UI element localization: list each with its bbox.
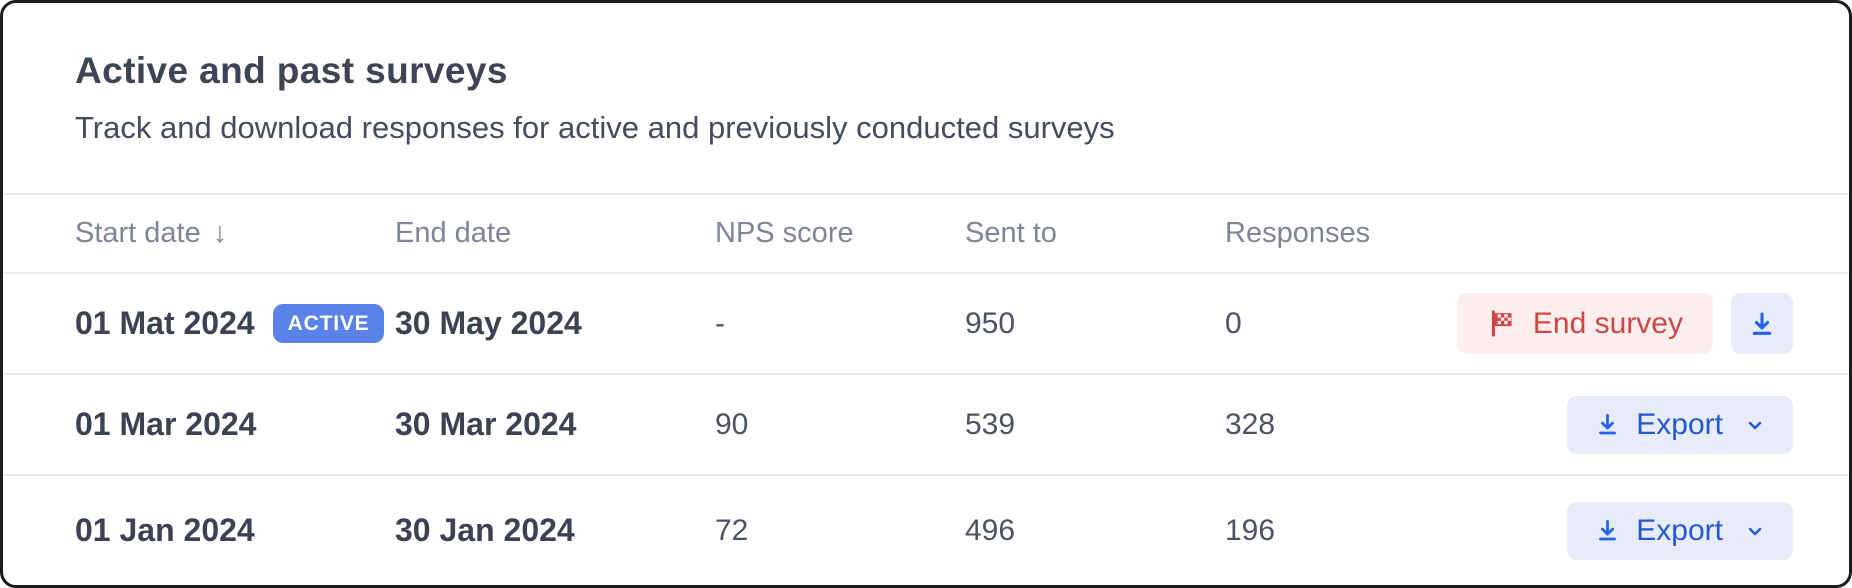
sent-to-cell: 539 <box>965 407 1016 441</box>
nps-score-cell: 72 <box>715 513 749 547</box>
column-header-label: End date <box>395 217 512 249</box>
table-row: 01 Mar 2024 30 Mar 2024 90 539 328 <box>3 375 1849 476</box>
start-date-value: 01 Mat 2024 <box>75 305 255 341</box>
responses-cell: 328 <box>1225 407 1276 441</box>
responses-cell: 0 <box>1225 306 1242 340</box>
sent-to-cell: 950 <box>965 306 1016 340</box>
sent-to-cell: 496 <box>965 513 1016 547</box>
sort-descending-icon[interactable]: ↓ <box>212 217 228 249</box>
download-icon <box>1593 410 1622 439</box>
end-survey-label: End survey <box>1532 306 1683 340</box>
end-survey-button[interactable]: End survey <box>1456 293 1713 354</box>
table-row: 01 Jan 2024 30 Jan 2024 72 496 196 <box>3 476 1849 585</box>
end-date-cell: 30 Mar 2024 <box>395 406 577 442</box>
column-header-label: NPS score <box>715 217 854 249</box>
start-date-cell: 01 Mar 2024 <box>75 406 257 442</box>
checkered-flag-icon <box>1487 308 1518 339</box>
row-actions: Export <box>1567 501 1793 560</box>
page-title: Active and past surveys <box>75 50 508 91</box>
end-date-cell: 30 Jan 2024 <box>395 512 575 548</box>
nps-score-cell: - <box>715 306 725 340</box>
column-header-nps-score: NPS score <box>715 217 965 250</box>
download-icon <box>1746 308 1778 340</box>
end-date-cell: 30 May 2024 <box>395 305 582 341</box>
table-row: 01 Mat 2024 ACTIVE 30 May 2024 - 950 0 <box>3 274 1849 375</box>
card-header: Active and past surveys Track and downlo… <box>3 3 1849 193</box>
column-header-end-date: End date <box>395 217 715 250</box>
start-date-cell: 01 Mat 2024 ACTIVE <box>75 304 395 343</box>
download-icon <box>1593 516 1622 545</box>
column-header-start-date[interactable]: Start date ↓ <box>75 217 395 250</box>
column-header-sent-to: Sent to <box>965 217 1225 250</box>
export-button[interactable]: Export <box>1567 395 1793 454</box>
column-header-label: Start date <box>75 217 201 249</box>
nps-score-cell: 90 <box>715 407 749 441</box>
surveys-table: Start date ↓ End date NPS score Sent to … <box>3 193 1849 585</box>
chevron-down-icon <box>1743 519 1767 543</box>
column-header-label: Responses <box>1225 217 1371 249</box>
status-badge: ACTIVE <box>272 304 385 343</box>
table-header-row: Start date ↓ End date NPS score Sent to … <box>3 193 1849 274</box>
responses-cell: 196 <box>1225 513 1276 547</box>
export-button[interactable]: Export <box>1567 501 1793 560</box>
chevron-down-icon <box>1743 413 1767 437</box>
page-subtitle: Track and download responses for active … <box>75 110 1115 145</box>
download-button[interactable] <box>1731 293 1793 354</box>
export-label: Export <box>1636 513 1723 547</box>
row-actions: End survey <box>1456 293 1793 354</box>
start-date-cell: 01 Jan 2024 <box>75 512 255 548</box>
column-header-label: Sent to <box>965 217 1057 249</box>
export-label: Export <box>1636 407 1723 441</box>
column-header-responses: Responses <box>1225 217 1793 250</box>
row-actions: Export <box>1567 395 1793 454</box>
